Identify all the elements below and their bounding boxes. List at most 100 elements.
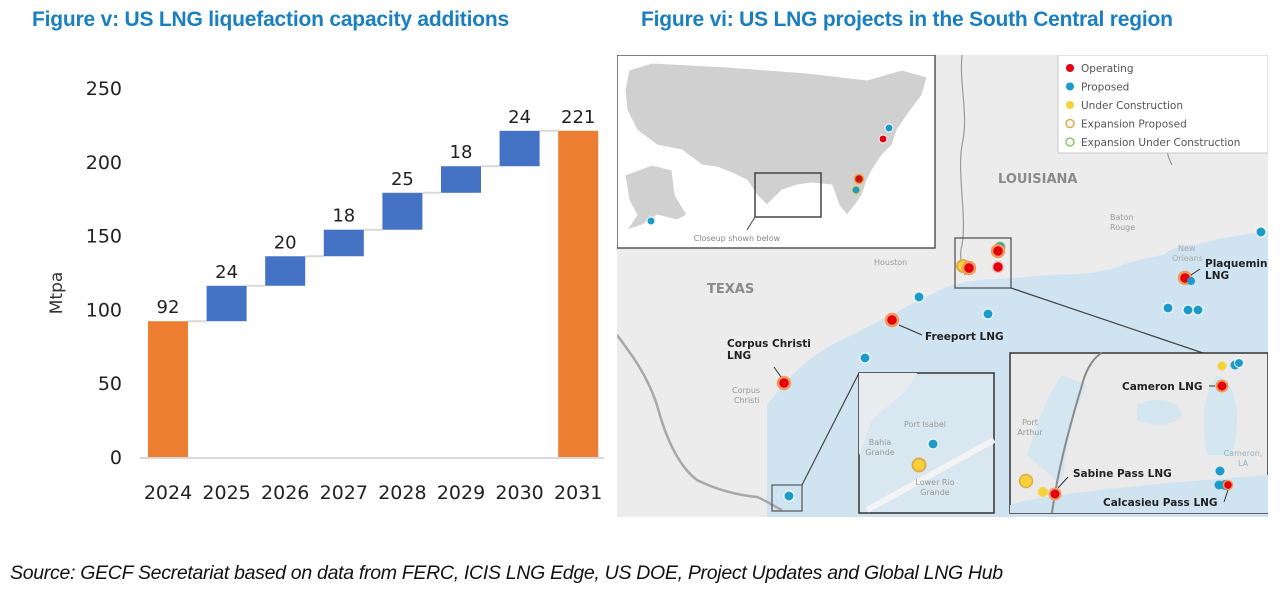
x-tick-label: 2028 (378, 482, 426, 504)
label-houston: Houston (874, 258, 907, 267)
y-axis-label: Mtpa (47, 272, 67, 315)
x-tick-label: 2030 (495, 482, 543, 504)
marker-proposed (982, 308, 994, 320)
delta-water (1157, 244, 1225, 295)
us-overview-inset: Closeup shown below (617, 55, 936, 249)
marker-proposed (1255, 226, 1267, 238)
bar-2025 (206, 285, 247, 322)
bar-2027 (323, 229, 364, 257)
marker-proposed (1234, 358, 1244, 368)
y-tick-label: 0 (110, 447, 122, 469)
figure-v-title: Figure v: US LNG liquefaction capacity a… (32, 8, 509, 31)
marker-freeport-lng (884, 312, 900, 328)
svg-text:Arthur: Arthur (1017, 428, 1043, 437)
marker-cameron-lng (1215, 379, 1229, 393)
data-label-2024: 92 (157, 297, 180, 318)
svg-text:Christi: Christi (734, 396, 760, 405)
x-tick-label: 2027 (320, 482, 368, 504)
us-mainland-shape (624, 62, 928, 216)
label-new-orleans: New (1178, 244, 1196, 253)
marker-proposed (859, 352, 871, 364)
marker-proposed (1215, 466, 1225, 476)
marker-sabine-pass-lng (1048, 487, 1062, 501)
rio-grande-river (617, 334, 783, 512)
marker-proposed (927, 438, 939, 450)
svg-text:Rouge: Rouge (1110, 223, 1135, 232)
marker-corpus-christi-lng (776, 375, 792, 391)
marker-proposed (1192, 304, 1204, 316)
legend-label-operating: Operating (1081, 63, 1134, 75)
map-legend: Operating Proposed Under Construction Expan… (1057, 55, 1268, 154)
marker-proposed (1187, 277, 1195, 285)
closeup-box (754, 172, 822, 218)
sabine-cameron-inset: Port Arthur Cameron, LA Cameron LNG Sabi… (1009, 352, 1268, 514)
label-texas: TEXAS (707, 282, 754, 297)
y-tick-label: 50 (98, 373, 122, 395)
svg-text:LA: LA (1238, 459, 1249, 468)
label-corpus-christi-lng: Corpus Christi (727, 338, 811, 350)
marker-operating (990, 243, 1006, 259)
map-svg: Closeup shown below Operating Proposed Und… (617, 55, 1268, 517)
marker-under-construction (1018, 473, 1034, 489)
label-sabine-pass-lng: Sabine Pass LNG (1073, 468, 1172, 480)
svg-text:Grande: Grande (865, 448, 895, 457)
svg-text:Grande: Grande (920, 488, 950, 497)
alaska-shape (624, 164, 688, 231)
label-cameron-lng: Cameron LNG (1122, 381, 1202, 393)
data-label-2028: 25 (391, 169, 414, 190)
bar-2026 (265, 256, 306, 286)
state-border-tx-la (959, 55, 966, 276)
marker-proposed (884, 123, 894, 133)
marker-operating (961, 260, 977, 276)
bar-2030 (499, 130, 540, 167)
bar-2024 (148, 321, 188, 457)
label-plaquemines-lng: Plaquemin (1205, 258, 1268, 270)
y-tick-label: 150 (86, 226, 122, 248)
port-isabel-inset: Port Isabel Bahia Grande Lower Rio Grand… (858, 372, 996, 514)
label-cameron-la: Cameron, (1224, 449, 1263, 458)
label-louisiana: LOUISIANA (998, 172, 1077, 187)
y-axis: 0 50 100 150 200 250 (86, 78, 122, 469)
marker-proposed (646, 216, 656, 226)
svg-text:LNG: LNG (1205, 270, 1229, 282)
marker-proposed (1162, 302, 1174, 314)
data-label-2030: 24 (508, 107, 531, 128)
sabine-closeup-box (954, 237, 1012, 289)
legend-marker-operating (1066, 64, 1074, 72)
x-tick-label: 2031 (554, 482, 602, 504)
data-label-2027: 18 (332, 206, 355, 227)
legend-label-under-construction: Under Construction (1081, 100, 1183, 112)
legend-label-expansion-under-construction: Expansion Under Construction (1081, 137, 1240, 149)
label-calcasieu-pass-lng: Calcasieu Pass LNG (1103, 497, 1218, 509)
bars (148, 130, 599, 457)
data-label-2029: 18 (450, 142, 473, 163)
label-freeport-lng: Freeport LNG (925, 331, 1004, 343)
x-axis: 2024 2025 2026 2027 2028 2029 2030 2031 (144, 482, 603, 504)
marker-under-construction (1038, 487, 1048, 497)
marker-proposed (783, 490, 795, 502)
inset-caption: Closeup shown below (694, 234, 781, 243)
label-corpus-christi-city: Corpus (732, 386, 760, 395)
lng-projects-map: Closeup shown below Operating Proposed Und… (617, 55, 1268, 517)
legend-marker-expansion-under-construction (1065, 137, 1075, 147)
bar-2031 (558, 130, 599, 457)
marker-proposed (913, 291, 925, 303)
brownsville-closeup-box (771, 484, 803, 512)
x-tick-label: 2024 (144, 482, 192, 504)
figure-vi-title: Figure vi: US LNG projects in the South … (641, 8, 1173, 31)
y-tick-label: 250 (86, 78, 122, 100)
connector-lines (188, 129, 559, 323)
x-tick-label: 2026 (261, 482, 309, 504)
label-lower-rio-grande: Lower Rio (915, 478, 954, 487)
marker-under-construction (1217, 361, 1227, 371)
legend-marker-proposed (1066, 82, 1074, 91)
marker-operating (991, 260, 1005, 274)
x-tick-label: 2025 (202, 482, 250, 504)
marker-operating (853, 173, 865, 185)
legend-label-proposed: Proposed (1081, 82, 1129, 94)
label-port-isabel: Port Isabel (904, 420, 946, 429)
x-tick-label: 2029 (437, 482, 485, 504)
bar-2029 (441, 166, 481, 193)
capacity-waterfall-chart: 0 50 100 150 200 250 Mtpa 92 24 20 18 25 18 24 221 2… (47, 78, 605, 504)
data-label-2025: 24 (215, 262, 238, 283)
